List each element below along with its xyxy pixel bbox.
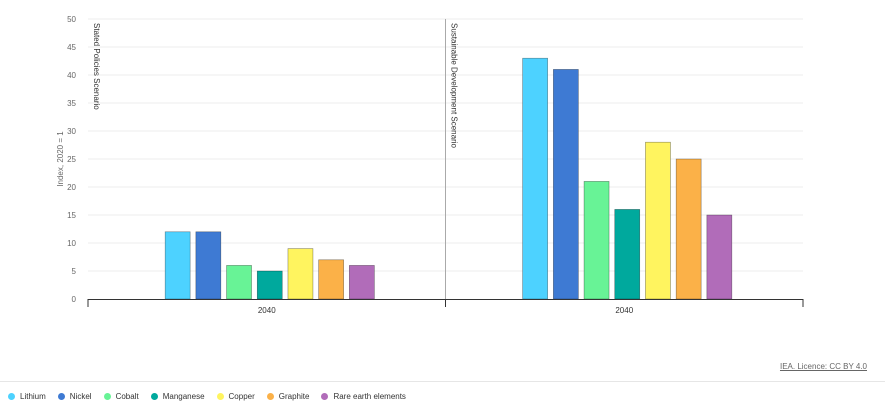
bar-chart: Stated Policies Scenario Sustainable Deve… [56, 15, 804, 315]
y-tick-label: 30 [67, 127, 76, 136]
bar-copper [645, 141, 671, 300]
bar-graphite [318, 259, 344, 300]
scenario-label: Stated Policies Scenario [92, 23, 101, 110]
y-tick-label: 35 [67, 99, 76, 108]
bars [164, 57, 733, 300]
legend: Lithium Nickel Cobalt Manganese Copper Graphi… [8, 392, 418, 401]
bar-manganese [614, 209, 641, 300]
legend-label: Copper [228, 392, 255, 401]
y-tick-label: 15 [67, 211, 76, 220]
legend-item-manganese[interactable]: Manganese [150, 392, 205, 401]
scenario-panels: Stated Policies Scenario Sustainable Deve… [92, 19, 459, 299]
y-axis-label: Index, 2020 = 1 [56, 131, 65, 187]
y-tick-label: 0 [72, 295, 77, 304]
legend-swatch [266, 393, 274, 400]
legend-item-rare-earth-elements[interactable]: Rare earth elements [321, 392, 406, 401]
bar-nickel [195, 231, 222, 300]
legend-item-nickel[interactable]: Nickel [57, 392, 92, 401]
y-tick-label: 10 [67, 239, 76, 248]
legend-swatch [8, 393, 15, 400]
y-tick-label: 20 [67, 183, 76, 192]
axes: 0 5 10 15 20 25 30 35 40 45 50 Index, 2020 = 1 2040 2… [56, 15, 804, 315]
bar-cobalt [226, 265, 252, 300]
legend-divider [0, 381, 885, 382]
legend-item-graphite[interactable]: Graphite [266, 392, 310, 401]
legend-item-lithium[interactable]: Lithium [8, 392, 46, 401]
legend-label: Rare earth elements [333, 392, 406, 401]
legend-swatch [150, 393, 158, 400]
legend-label: Manganese [162, 392, 205, 401]
legend-swatch [216, 393, 224, 400]
legend-label: Graphite [278, 392, 310, 401]
legend-label: Lithium [20, 392, 46, 401]
legend-swatch [57, 393, 65, 400]
x-category-label: 2040 [258, 306, 276, 315]
y-tick-label: 25 [67, 155, 76, 164]
bar-lithium [522, 57, 548, 300]
y-tick-label: 50 [67, 15, 76, 24]
bar-lithium [164, 231, 191, 300]
legend-item-copper[interactable]: Copper [216, 392, 255, 401]
legend-swatch [103, 393, 111, 400]
y-tick-label: 5 [72, 267, 77, 276]
bar-cobalt [583, 181, 610, 300]
y-tick-label: 40 [67, 71, 76, 80]
legend-label: Nickel [69, 392, 92, 401]
bar-manganese [256, 270, 283, 300]
legend-item-cobalt[interactable]: Cobalt [103, 392, 139, 401]
bar-copper [287, 248, 314, 300]
x-category-label: 2040 [615, 306, 633, 315]
bar-rare-earth-elements [706, 214, 733, 300]
legend-swatch [321, 393, 329, 400]
licence-link[interactable]: IEA. Licence: CC BY 4.0 [779, 362, 867, 371]
bar-nickel [553, 69, 579, 300]
bar-graphite [675, 158, 702, 300]
scenario-label: Sustainable Development Scenario [450, 23, 459, 149]
y-tick-label: 45 [67, 43, 76, 52]
bar-rare-earth-elements [349, 265, 375, 300]
legend-label: Cobalt [115, 392, 139, 401]
